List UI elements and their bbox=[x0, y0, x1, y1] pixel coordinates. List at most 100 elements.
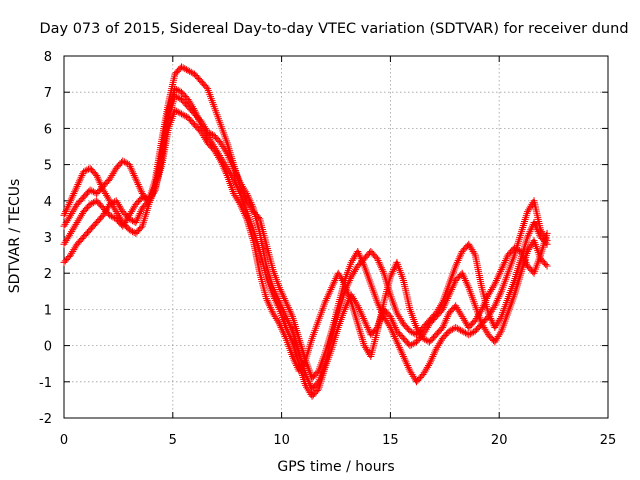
data-point bbox=[325, 289, 333, 297]
data-point bbox=[436, 338, 444, 346]
data-point bbox=[284, 318, 292, 326]
data-point bbox=[71, 244, 79, 252]
data-point bbox=[77, 173, 85, 181]
data-point bbox=[171, 106, 179, 114]
data-point bbox=[494, 273, 502, 281]
data-point bbox=[176, 109, 184, 117]
data-point bbox=[440, 320, 448, 328]
data-point bbox=[108, 171, 116, 179]
data-point bbox=[486, 287, 494, 295]
data-point bbox=[106, 197, 114, 205]
data-point bbox=[424, 362, 432, 370]
data-point bbox=[495, 271, 503, 279]
data-point bbox=[402, 358, 410, 366]
data-point bbox=[72, 220, 80, 228]
data-point bbox=[131, 173, 139, 181]
data-point bbox=[403, 360, 411, 368]
y-tick-label: 0 bbox=[44, 340, 52, 355]
data-point bbox=[475, 311, 483, 319]
data-point bbox=[288, 311, 296, 319]
data-point bbox=[448, 285, 456, 293]
data-point bbox=[462, 278, 470, 286]
y-axis-label: SDTVAR / TECUs bbox=[7, 179, 23, 294]
data-point bbox=[73, 219, 81, 227]
data-point bbox=[439, 322, 447, 330]
data-point bbox=[421, 327, 429, 335]
data-point bbox=[71, 222, 79, 230]
data-point bbox=[187, 68, 195, 76]
data-point bbox=[479, 304, 487, 312]
data-point bbox=[201, 135, 209, 143]
data-point bbox=[86, 186, 94, 194]
data-point bbox=[492, 322, 500, 330]
data-point bbox=[452, 324, 460, 331]
data-point bbox=[270, 293, 278, 301]
data-point bbox=[492, 300, 500, 308]
data-point bbox=[473, 313, 481, 321]
data-point bbox=[100, 188, 108, 196]
data-point bbox=[126, 162, 134, 170]
data-point bbox=[491, 302, 499, 310]
data-point bbox=[500, 260, 508, 268]
data-point bbox=[355, 305, 363, 313]
data-point bbox=[122, 159, 130, 167]
data-point bbox=[526, 228, 534, 236]
data-point bbox=[405, 365, 413, 373]
data-point bbox=[133, 177, 141, 185]
data-point bbox=[282, 298, 290, 306]
data-point bbox=[63, 217, 71, 225]
data-point bbox=[328, 284, 336, 292]
data-point bbox=[120, 158, 128, 166]
data-point bbox=[70, 246, 78, 254]
data-point bbox=[364, 324, 372, 331]
data-point bbox=[93, 171, 101, 179]
data-point bbox=[489, 305, 497, 313]
data-point bbox=[110, 204, 118, 212]
data-point bbox=[241, 193, 249, 201]
data-point bbox=[488, 285, 496, 293]
data-point bbox=[463, 280, 471, 288]
x-tick-label: 5 bbox=[169, 433, 177, 448]
data-point bbox=[214, 153, 222, 161]
data-point bbox=[276, 285, 284, 293]
data-point bbox=[99, 211, 107, 219]
data-point bbox=[268, 307, 276, 315]
data-point bbox=[297, 363, 305, 371]
y-tick-label: -2 bbox=[39, 412, 52, 427]
data-point bbox=[65, 213, 73, 221]
data-point bbox=[137, 208, 145, 216]
x-tick-label: 20 bbox=[491, 433, 508, 448]
data-point bbox=[192, 110, 200, 118]
data-point bbox=[304, 385, 312, 393]
data-point bbox=[110, 168, 118, 176]
data-point bbox=[512, 245, 520, 253]
data-point bbox=[326, 287, 334, 295]
data-point bbox=[303, 383, 311, 391]
data-point bbox=[426, 360, 434, 368]
data-point bbox=[488, 316, 496, 324]
data-point bbox=[62, 208, 70, 216]
data-point bbox=[127, 164, 135, 172]
data-point bbox=[389, 267, 397, 275]
data-point bbox=[395, 313, 403, 321]
data-point bbox=[75, 215, 83, 223]
data-point bbox=[280, 331, 288, 339]
data-point bbox=[361, 343, 369, 351]
data-point bbox=[72, 184, 80, 192]
data-point bbox=[237, 184, 245, 192]
data-point bbox=[469, 247, 477, 255]
data-point bbox=[441, 300, 449, 308]
data-point bbox=[289, 354, 297, 362]
data-point bbox=[414, 325, 422, 333]
data-point bbox=[470, 249, 478, 257]
data-point bbox=[376, 260, 384, 268]
data-point bbox=[64, 233, 72, 241]
data-point bbox=[66, 199, 74, 207]
data-point bbox=[342, 302, 350, 310]
data-point bbox=[76, 177, 84, 185]
x-tick-label: 10 bbox=[273, 433, 290, 448]
data-point bbox=[197, 121, 205, 129]
data-point bbox=[237, 202, 245, 210]
data-point bbox=[262, 295, 270, 303]
data-point bbox=[123, 215, 131, 223]
